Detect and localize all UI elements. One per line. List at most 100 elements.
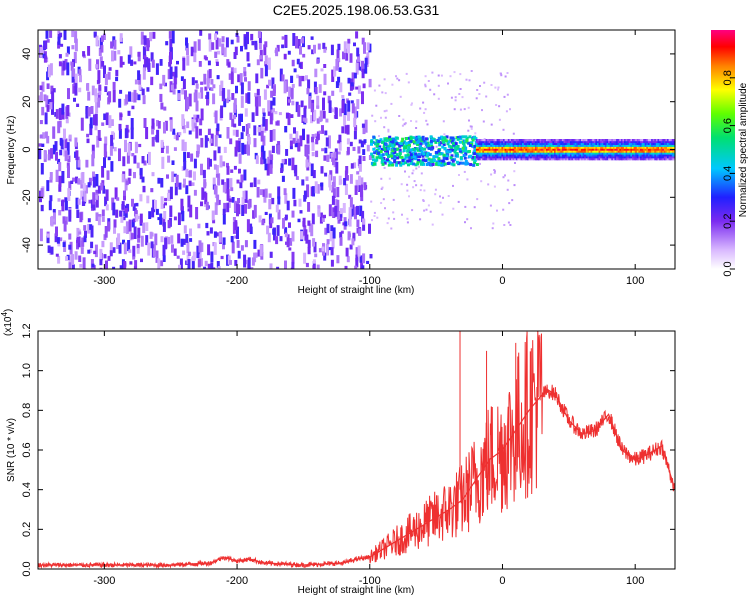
heatmap-cell	[211, 210, 215, 221]
heatmap-cell	[552, 140, 555, 144]
heatmap-cell	[547, 152, 550, 155]
heatmap-cell	[568, 144, 571, 147]
heatmap-cell	[590, 148, 593, 151]
heatmap-cell	[380, 160, 384, 164]
heatmap-cell	[595, 148, 598, 151]
heatmap-cell	[90, 106, 94, 114]
heatmap-cell	[544, 154, 547, 157]
heatmap-cell	[226, 127, 230, 139]
heatmap-cell	[423, 147, 427, 151]
heatmap-cell	[212, 268, 216, 269]
heatmap-cell	[624, 142, 627, 145]
heatmap-cell	[353, 117, 357, 128]
heatmap-cell	[342, 203, 346, 213]
heatmap-cell	[520, 144, 523, 147]
heatmap-cell	[539, 152, 542, 155]
heatmap-cell	[643, 142, 646, 145]
heatmap-cell	[520, 140, 523, 144]
heatmap-cell	[579, 140, 582, 144]
heatmap-cell	[644, 144, 647, 147]
heatmap-cell	[554, 142, 557, 145]
heatmap-cell	[493, 140, 496, 144]
heatmap-cell	[94, 244, 98, 258]
heatmap-cell	[538, 158, 541, 161]
heatmap-cell	[566, 154, 569, 157]
heatmap-cell	[573, 146, 576, 149]
heatmap-cell	[568, 142, 571, 145]
heatmap-cell	[41, 106, 45, 116]
heatmap-cell	[467, 129, 470, 132]
heatmap-cell	[549, 146, 552, 149]
heatmap-cell	[215, 128, 219, 136]
heatmap-cell	[318, 116, 322, 123]
heatmap-cell	[227, 255, 231, 265]
heatmap-cell	[230, 187, 234, 192]
heatmap-cell	[49, 195, 53, 202]
heatmap-cell	[507, 140, 511, 144]
heatmap-cell	[528, 152, 531, 155]
heatmap-cell	[429, 210, 432, 213]
heatmap-cell	[542, 146, 546, 149]
heatmap-cell	[162, 255, 166, 262]
heatmap-cell	[377, 140, 381, 143]
heatmap-cell	[620, 150, 624, 153]
heatmap-cell	[651, 156, 654, 159]
heatmap-cell	[566, 139, 569, 142]
heatmap-cell	[383, 147, 387, 151]
heatmap-cell	[582, 158, 585, 161]
heatmap-cell	[603, 148, 606, 151]
heatmap-cell	[662, 154, 665, 157]
heatmap-cell	[646, 144, 649, 147]
heatmap-cell	[617, 158, 620, 161]
heatmap-cell	[409, 162, 413, 166]
colorbar-tick-label: 0.4	[722, 166, 734, 181]
heatmap-cell	[538, 146, 541, 149]
heatmap-cell	[113, 219, 117, 228]
heatmap-cell	[212, 177, 216, 185]
heatmap-cell	[328, 247, 332, 251]
heatmap-cell	[427, 204, 430, 207]
heatmap-cell	[504, 152, 507, 155]
heatmap-cell	[206, 231, 210, 236]
heatmap-cell	[256, 59, 260, 66]
heatmap-cell	[597, 158, 600, 161]
heatmap-cell	[612, 142, 616, 145]
heatmap-cell	[340, 230, 344, 234]
heatmap-cell	[604, 142, 608, 145]
heatmap-cell	[172, 128, 176, 135]
heatmap-cell	[384, 116, 387, 119]
heatmap-cell	[383, 126, 386, 129]
heatmap-cell	[649, 140, 652, 144]
colorbar: 0.00.20.40.60.8 Normalized spectral ampl…	[711, 30, 749, 277]
heatmap-cell	[117, 50, 121, 55]
heatmap-cell	[412, 169, 415, 172]
heatmap-cell	[393, 151, 397, 154]
heatmap-cell	[97, 130, 101, 141]
heatmap-cell	[102, 33, 106, 40]
heatmap-cell	[616, 140, 619, 144]
heatmap-cell	[475, 97, 478, 100]
heatmap-cell	[157, 217, 161, 221]
heatmap-cell	[54, 112, 58, 117]
heatmap-cell	[404, 161, 407, 165]
heatmap-cell	[509, 152, 512, 155]
heatmap-cell	[323, 252, 327, 261]
heatmap-cell	[507, 156, 511, 159]
heatmap-cell	[155, 208, 159, 215]
heatmap-cell	[413, 147, 417, 150]
heatmap-cell	[396, 147, 400, 151]
heatmap-cell	[329, 185, 333, 191]
heatmap-cell	[604, 140, 608, 144]
heatmap-cell	[357, 85, 361, 94]
heatmap-cell	[490, 156, 493, 159]
heatmap-cell	[503, 144, 506, 147]
heatmap-cell	[624, 150, 627, 153]
heatmap-cell	[190, 153, 194, 162]
heatmap-cell	[92, 176, 96, 188]
heatmap-cell	[55, 151, 58, 161]
heatmap-cell	[560, 142, 563, 145]
heatmap-cell	[122, 156, 126, 167]
heatmap-cell	[241, 142, 245, 155]
heatmap-cell	[166, 174, 169, 179]
heatmap-cell	[509, 154, 512, 157]
